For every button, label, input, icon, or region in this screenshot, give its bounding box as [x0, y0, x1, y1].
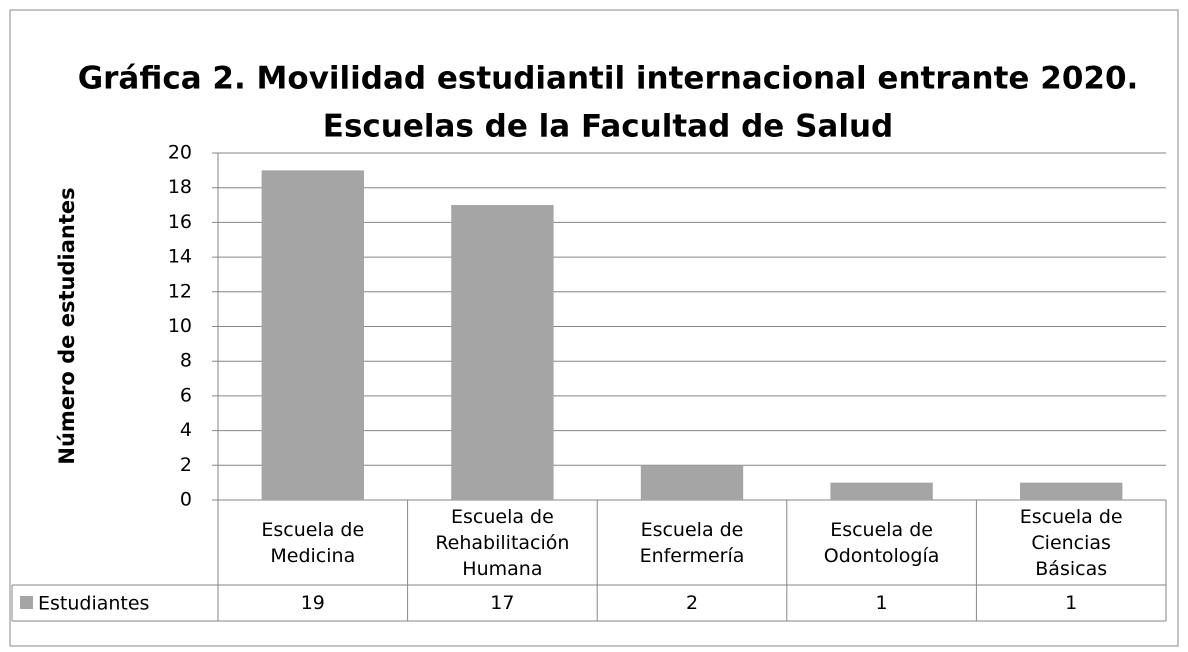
x-tick-label: Escuela de Medicina — [261, 518, 365, 567]
y-tick-label: 0 — [180, 489, 192, 511]
table-value: 2 — [685, 592, 699, 614]
x-tick-label: Escuela de Enfermería — [639, 518, 745, 567]
x-tick-label: Escuela de Odontología — [823, 518, 940, 567]
legend-swatch — [20, 596, 33, 609]
y-tick-label: 20 — [168, 142, 192, 164]
legend-label: Estudiantes — [38, 593, 149, 615]
bar — [451, 205, 554, 501]
chart-border — [9, 9, 1179, 647]
bar — [1020, 482, 1123, 500]
chart-subtitle: Escuelas de la Facultad de Salud — [323, 109, 893, 145]
table-value: 19 — [300, 592, 325, 614]
y-tick-label: 12 — [168, 280, 192, 302]
y-axis-label: Número de estudiantes — [55, 187, 79, 464]
table-value: 1 — [1065, 592, 1078, 614]
bar — [640, 465, 744, 500]
bar — [830, 482, 933, 500]
table-value: 17 — [490, 592, 515, 614]
x-tick-label: Escuela de Rehabilitación Humana — [435, 505, 570, 580]
bar — [261, 170, 364, 500]
table-value: 1 — [875, 592, 888, 614]
y-tick-label: 6 — [180, 384, 192, 406]
y-tick-label: 8 — [180, 350, 192, 372]
y-tick-label: 4 — [180, 419, 192, 441]
chart-title: Gráfica 2. Movilidad estudiantil interna… — [78, 61, 1139, 97]
x-tick-label: Escuela de Ciencias Básicas — [1019, 505, 1123, 580]
y-tick-label: 16 — [168, 211, 192, 233]
y-tick-label: 18 — [168, 176, 192, 198]
y-tick-label: 10 — [168, 315, 192, 337]
y-tick-label: 14 — [168, 246, 192, 268]
y-tick-label: 2 — [180, 454, 192, 476]
